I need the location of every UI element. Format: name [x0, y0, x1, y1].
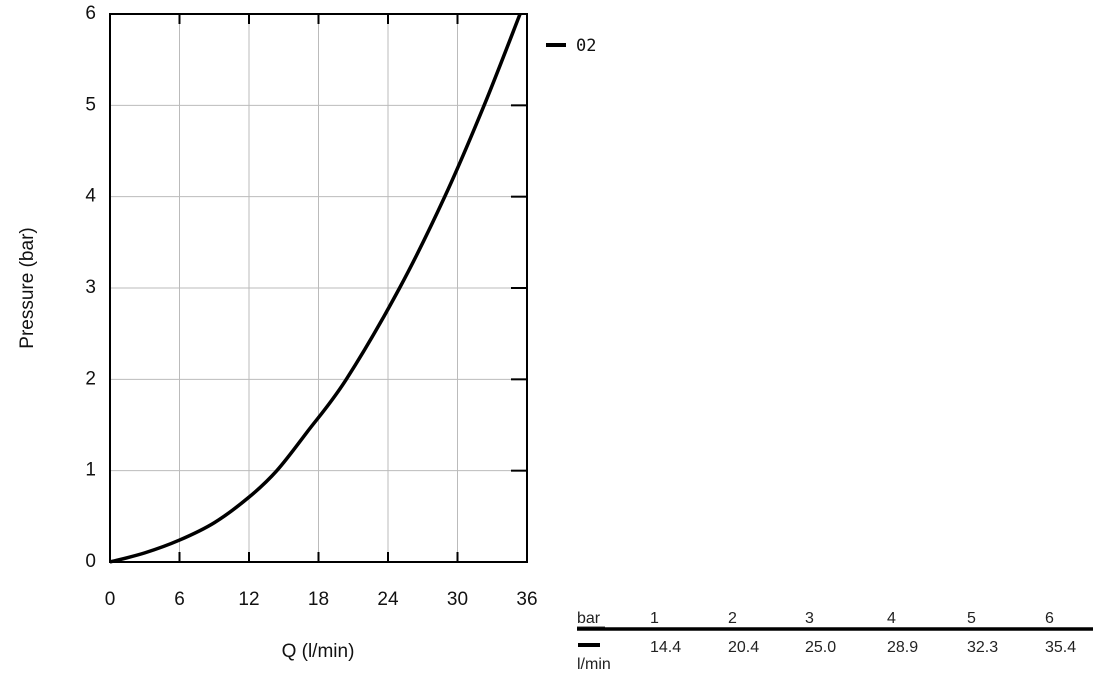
x-tick-label: 6 [174, 589, 185, 610]
x-axis-label: Q (l/min) [282, 641, 355, 662]
table-cell: 14.4 [650, 639, 681, 656]
table-cell: 28.9 [887, 639, 918, 656]
table-cell: 25.0 [805, 639, 836, 656]
plot-frame [109, 13, 528, 563]
y-axis-label: Pressure (bar) [17, 227, 38, 348]
line [109, 13, 522, 564]
legend-label: 02 [576, 36, 596, 56]
y-tick-label: 5 [85, 94, 96, 115]
x-tick-label: 18 [308, 589, 329, 610]
y-tick-label: 2 [85, 368, 96, 389]
table-header: 1 [650, 610, 659, 627]
table-cell: 32.3 [967, 639, 998, 656]
y-tick-label: 3 [85, 277, 96, 298]
x-tick-label: 12 [238, 589, 259, 610]
table-header: 5 [967, 610, 976, 627]
y-tick-label: 4 [85, 186, 96, 207]
x-tick-label: 36 [516, 589, 537, 610]
x-tick-label: 24 [377, 589, 399, 610]
y-tick-label: 6 [85, 3, 96, 24]
table-header: 6 [1045, 610, 1054, 627]
table-header: 4 [887, 610, 896, 627]
y-tick-label: 1 [85, 460, 96, 481]
table-row-label: l/min [577, 656, 611, 673]
table-cell: 35.4 [1045, 639, 1076, 656]
y-tick-label: 0 [85, 551, 96, 572]
x-tick-label: 30 [447, 589, 468, 610]
x-tick-label: 0 [105, 589, 116, 610]
table-header: 2 [728, 610, 737, 627]
table-cell: 20.4 [728, 639, 759, 656]
table-header: bar [577, 610, 601, 627]
table-header: 3 [805, 610, 814, 627]
